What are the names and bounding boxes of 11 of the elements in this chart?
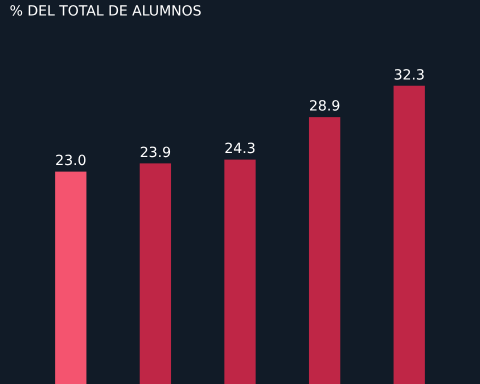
bar xyxy=(394,86,425,384)
bar xyxy=(308,117,340,384)
data-label: 24.3 xyxy=(224,141,256,158)
data-label: 23.0 xyxy=(55,153,86,170)
data-label: 23.9 xyxy=(140,144,172,161)
bar xyxy=(55,172,86,384)
bar xyxy=(224,160,256,384)
chart-subtitle: % DEL TOTAL DE ALUMNOS xyxy=(10,4,202,20)
data-label: 32.3 xyxy=(394,67,425,84)
data-label: 28.9 xyxy=(308,98,340,115)
bar xyxy=(140,163,172,384)
